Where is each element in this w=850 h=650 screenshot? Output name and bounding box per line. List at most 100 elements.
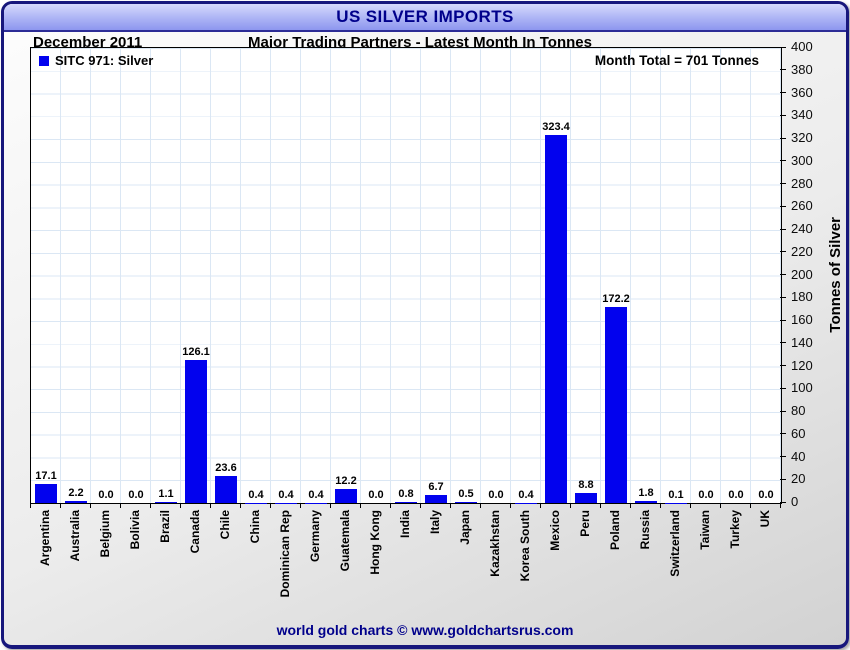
y-tick-label: 160 [791, 312, 813, 327]
y-axis-title-wrap: Tonnes of Silver [827, 47, 844, 502]
x-tick-label: China [248, 510, 262, 544]
bar-value-label: 0.8 [398, 488, 414, 501]
bar-slot: 2.2 [61, 48, 91, 503]
x-cell: Chile [210, 510, 240, 622]
bar-value-label: 2.2 [68, 486, 84, 499]
y-tickmark [780, 433, 786, 435]
y-tick-label: 0 [791, 494, 799, 509]
legend: SITC 971: Silver [39, 53, 153, 68]
title-bar: US SILVER IMPORTS [4, 4, 846, 32]
x-cell: India [390, 510, 420, 622]
x-tick-label: Argentina [38, 510, 52, 567]
x-tick-label: Korea South [518, 510, 532, 582]
x-cell: Russia [630, 510, 660, 622]
y-tickmark [780, 114, 786, 116]
y-tickmark [780, 456, 786, 457]
x-tick-label: Germany [308, 510, 322, 563]
bar-slot: 6.7 [421, 48, 451, 503]
y-tick-label: 180 [791, 289, 813, 305]
x-cell: Mexico [540, 510, 570, 622]
x-cell: Poland [600, 510, 630, 622]
x-cell: Dominican Rep [270, 510, 300, 622]
y-tick-label: 120 [791, 357, 813, 373]
bar-value-label: 0.4 [308, 488, 324, 501]
y-tick-label: 200 [791, 266, 813, 282]
bar-value-label: 0.0 [758, 489, 774, 501]
page-title: US SILVER IMPORTS [336, 7, 514, 26]
y-tick-label: 20 [791, 471, 806, 487]
y-tickmark [780, 228, 786, 230]
bar-slot: 8.8 [571, 48, 601, 503]
x-cell: Turkey [720, 510, 750, 622]
y-tick-label: 400 [791, 39, 813, 54]
bar-poland [605, 307, 627, 503]
x-tick-label: Hong Kong [368, 510, 382, 575]
x-cell: Germany [300, 510, 330, 622]
bar-value-label: 0.4 [248, 488, 264, 501]
bar-value-label: 17.1 [35, 469, 57, 482]
y-tickmark [780, 319, 786, 321]
x-tick-label: Kazakhstan [488, 510, 502, 577]
bar-india [395, 502, 417, 503]
y-tickmark [780, 160, 786, 162]
bar-slot: 323.4 [541, 48, 571, 503]
plot-bars: 17.1 2.2 0.0 0.0 1.1 126.1 23.6 0.4 0.4 0.4 12.2 0.… [31, 48, 781, 503]
x-cell: Japan [450, 510, 480, 622]
y-tick-label: 360 [791, 84, 813, 100]
month-total-annotation: Month Total = 701 Tonnes [594, 53, 759, 68]
bar-slot: 0.1 [661, 48, 691, 503]
bar-slot: 1.1 [151, 48, 181, 503]
bar-slot: 0.8 [391, 48, 421, 503]
x-tick-label: Belgium [98, 510, 112, 558]
y-tickmark [780, 342, 786, 344]
x-cell: Hong Kong [360, 510, 390, 622]
x-axis-labels: Argentina Australia Belgium Bolivia Brazil Ca… [30, 510, 780, 622]
y-tickmark [780, 137, 786, 139]
y-tick-label: 240 [791, 221, 813, 236]
x-tick-label: UK [758, 510, 772, 528]
legend-swatch-icon [39, 55, 49, 66]
y-tickmark [780, 183, 786, 184]
bar-value-label: 323.4 [542, 121, 570, 134]
x-tick-label: India [398, 510, 412, 539]
y-tick-label: 320 [791, 130, 813, 145]
x-tick-label: Australia [68, 510, 82, 562]
x-tick-label: Poland [608, 510, 622, 551]
x-cell: Australia [60, 510, 90, 622]
x-cell: China [240, 510, 270, 622]
bar-value-label: 0.4 [278, 488, 294, 501]
bar-value-label: 0.1 [668, 488, 684, 501]
y-tickmark [780, 365, 786, 366]
y-tick-label: 380 [791, 61, 813, 77]
y-tickmark [780, 296, 786, 298]
y-tickmark [780, 274, 786, 275]
legend-label: SITC 971: Silver [55, 53, 154, 68]
bar-value-label: 1.1 [158, 487, 174, 500]
bar-slot: 0.4 [511, 48, 541, 503]
y-tick-label: 80 [791, 403, 806, 418]
bar-guatemala [335, 489, 357, 503]
bar-slot: 0.0 [721, 48, 751, 503]
bar-italy [425, 495, 447, 503]
y-tick-label: 220 [791, 243, 813, 259]
bar-value-label: 0.0 [488, 489, 504, 501]
bar-slot: 0.4 [301, 48, 331, 503]
x-cell: Peru [570, 510, 600, 622]
bar-value-label: 0.0 [728, 489, 744, 501]
y-tickmark [780, 46, 786, 48]
x-cell: Brazil [150, 510, 180, 622]
y-tick-label: 100 [791, 380, 813, 396]
x-axis-tickmarks [30, 503, 781, 508]
bar-chile [215, 476, 237, 503]
bar-value-label: 0.0 [698, 489, 714, 501]
y-tick-label: 60 [791, 425, 806, 441]
x-tick-label: Turkey [728, 510, 742, 549]
bar-value-label: 8.8 [578, 479, 594, 491]
y-tick-label: 40 [791, 448, 806, 464]
y-axis-title: Tonnes of Silver [827, 216, 844, 333]
bar-slot: 0.0 [691, 48, 721, 503]
x-tick-label: Russia [638, 510, 652, 550]
y-tick-label: 140 [791, 334, 813, 350]
y-tick-label: 280 [791, 175, 813, 191]
bar-brazil [155, 501, 177, 503]
